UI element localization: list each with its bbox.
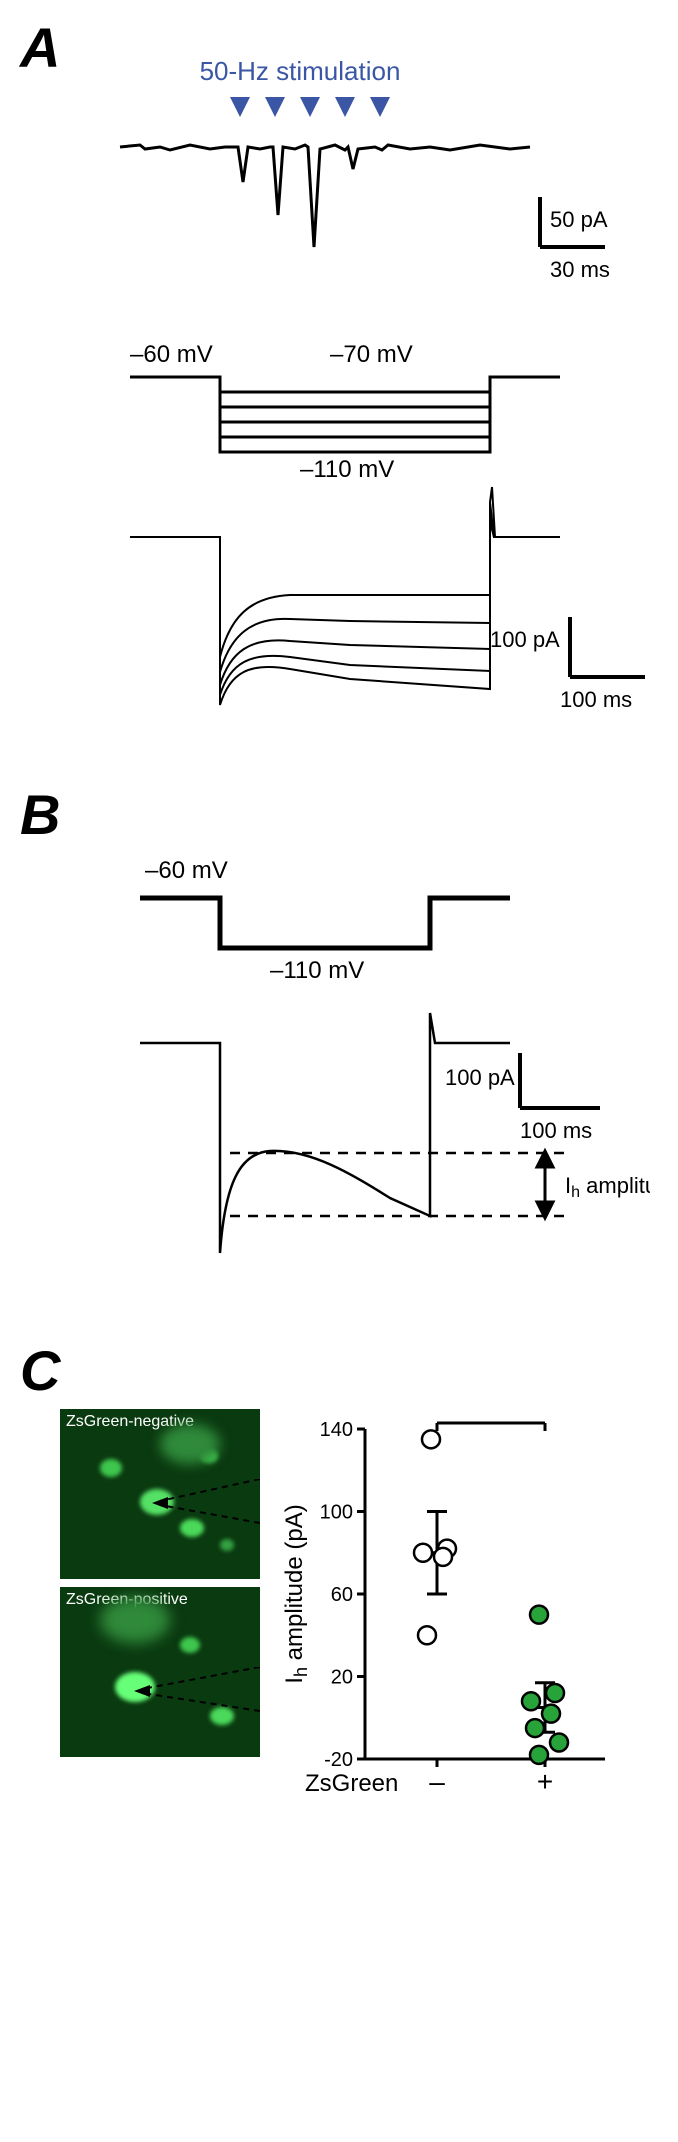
svg-text:***: *** — [477, 1409, 505, 1423]
stim-markers — [230, 97, 390, 117]
svg-text:–: – — [429, 1766, 445, 1797]
ih-arrow — [537, 1151, 553, 1218]
ih-label: Ih amplitude — [565, 1173, 650, 1201]
hold-label-a: –60 mV — [130, 341, 213, 368]
scalebar-a2: 100 pA 100 ms — [490, 617, 645, 712]
panel-c-label: C — [20, 1343, 658, 1399]
micrograph-neg: ZsGreen-negative — [60, 1409, 260, 1579]
step-label-b: –110 mV — [270, 957, 364, 984]
svg-text:140: 140 — [320, 1419, 353, 1441]
scalebar-a1-x: 30 ms — [550, 257, 610, 282]
scalebar-b: 100 pA 100 ms — [445, 1053, 600, 1143]
panel-a-bottom-svg: –60 mV –70 mV –110 mV — [90, 337, 650, 717]
svg-text:+: + — [537, 1766, 553, 1797]
svg-text:60: 60 — [331, 1584, 353, 1606]
voltage-protocol-b — [140, 898, 510, 948]
svg-text:-20: -20 — [324, 1749, 353, 1771]
panel-b-label: B — [20, 787, 658, 843]
scalebar-a1-y: 50 pA — [550, 207, 608, 232]
current-responses-a — [130, 487, 560, 705]
stim-title: 50-Hz stimulation — [110, 56, 490, 87]
svg-text:20: 20 — [331, 1667, 353, 1689]
top-step-label: –70 mV — [330, 341, 413, 368]
svg-text:Ih amplitude (pA): Ih amplitude (pA) — [281, 1504, 311, 1683]
micrograph-pos: ZsGreen-positive — [60, 1587, 260, 1757]
svg-text:100: 100 — [320, 1502, 353, 1524]
scalebar-b-y: 100 pA — [445, 1065, 515, 1090]
scalebar-a1: 50 pA 30 ms — [540, 197, 610, 282]
panel-a-top-svg: 50 pA 30 ms — [110, 87, 630, 307]
hold-label-b: –60 mV — [145, 857, 228, 884]
panel-b-svg: –60 mV –110 mV — [90, 853, 650, 1273]
bottom-step-label: –110 mV — [300, 456, 394, 483]
epsc-trace — [120, 145, 530, 247]
scalebar-b-x: 100 ms — [520, 1118, 592, 1143]
scatter-plot: -20 20 60 100 140 – + ZsGreen Ih amplitude (pA) *… — [280, 1409, 620, 1829]
svg-text:ZsGreen: ZsGreen — [305, 1770, 398, 1797]
voltage-protocol-a — [130, 377, 560, 452]
scalebar-a2-y: 100 pA — [490, 627, 560, 652]
ih-guides — [230, 1153, 570, 1216]
scalebar-a2-x: 100 ms — [560, 687, 632, 712]
